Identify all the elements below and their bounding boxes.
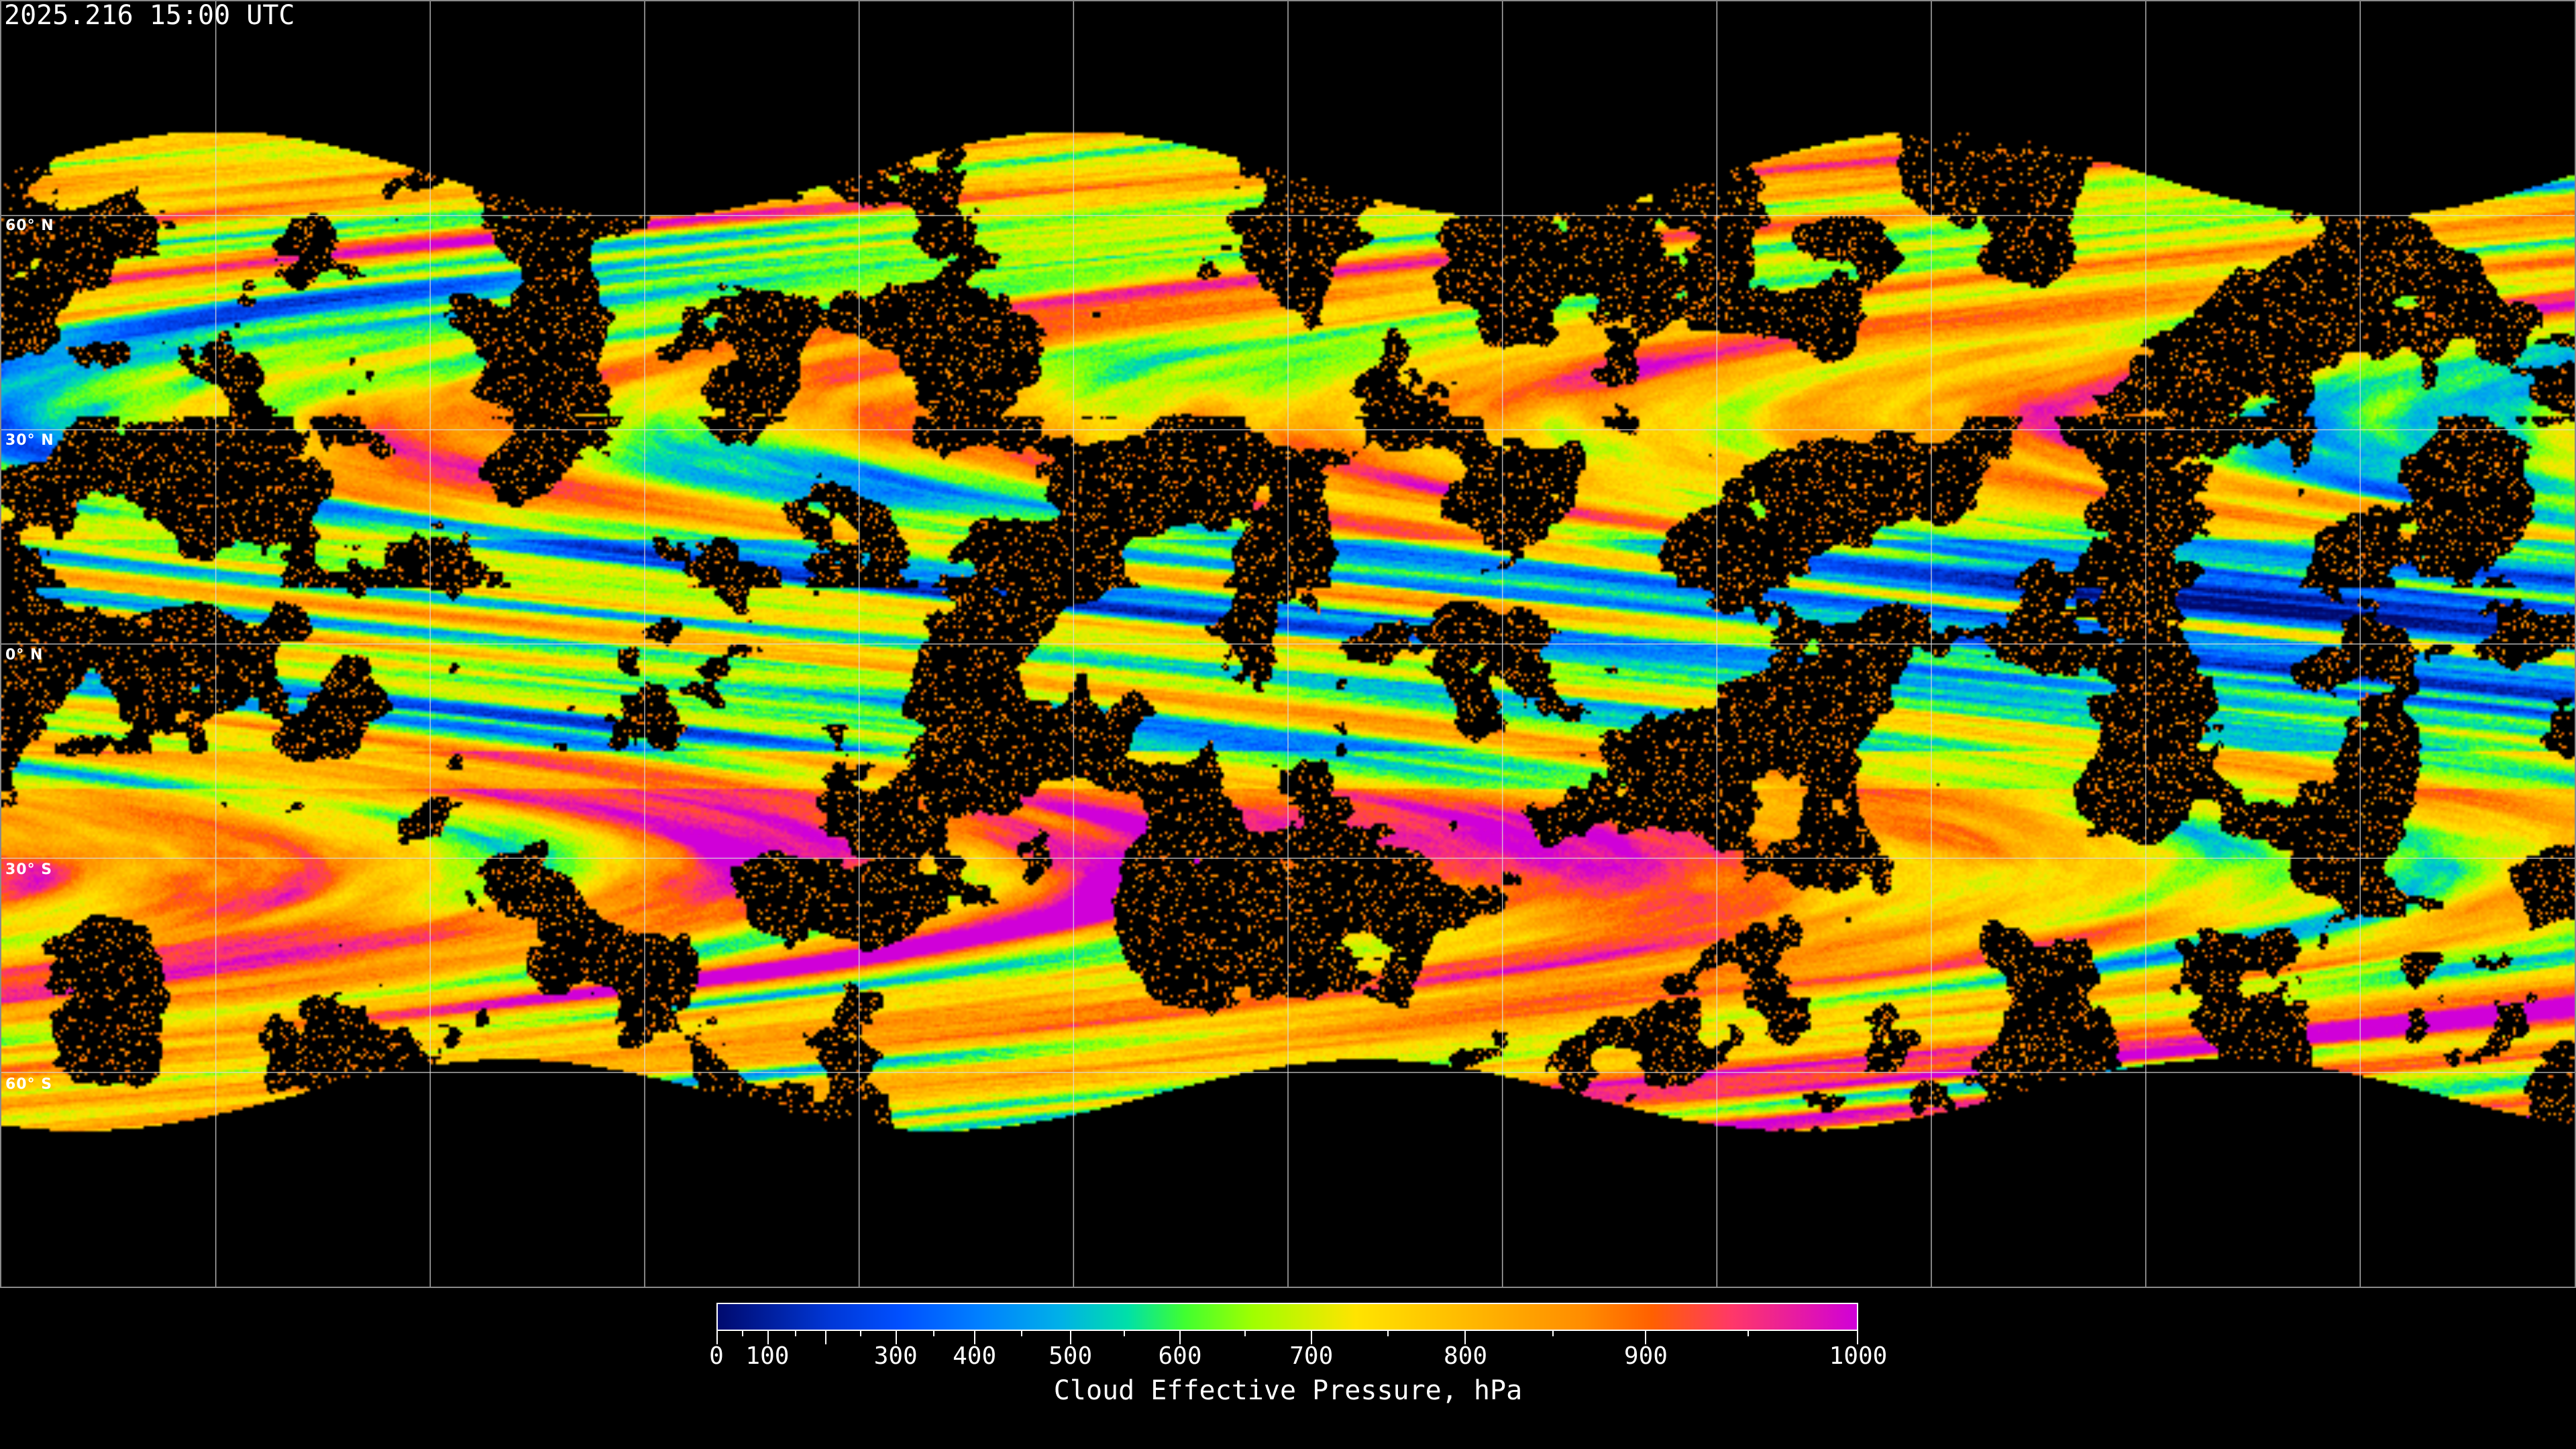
lat-label-60s: 60° S: [5, 1076, 53, 1093]
colorbar-major-tick: [974, 1331, 976, 1344]
timestamp: 2025.216 15:00 UTC: [4, 0, 295, 31]
lat-label-30s: 30° S: [5, 861, 53, 878]
colorbar-tick-label: 1000: [1829, 1342, 1888, 1370]
colorbar-minor-tick: [741, 1331, 743, 1336]
colorbar-major-tick: [1857, 1331, 1858, 1344]
colorbar-tick-label: 800: [1443, 1342, 1488, 1370]
colorbar-minor-tick: [860, 1331, 862, 1336]
colorbar-major-tick: [1179, 1331, 1181, 1344]
colorbar-major-tick: [895, 1331, 897, 1344]
colorbar-minor-tick: [933, 1331, 934, 1336]
lat-lon-grid: [1, 1, 2575, 1287]
colorbar-major-tick: [824, 1331, 826, 1344]
colorbar-major-tick: [767, 1331, 769, 1344]
colorbar-tick-label: 900: [1623, 1342, 1668, 1370]
cloud-pressure-map: 60° N 30° N 0° N 30° S 60° S 2025.216 15…: [0, 0, 2576, 1288]
colorbar: [716, 1303, 1858, 1331]
colorbar-tick-label: 500: [1049, 1342, 1093, 1370]
colorbar-tick-label: 100: [745, 1342, 790, 1370]
lat-label-30n: 30° N: [5, 432, 54, 449]
colorbar-title: Cloud Effective Pressure, hPa: [1053, 1375, 1523, 1406]
colorbar-major-tick: [716, 1331, 718, 1344]
colorbar-tick-label: 400: [953, 1342, 997, 1370]
colorbar-minor-tick: [1552, 1331, 1554, 1336]
colorbar-minor-tick: [1747, 1331, 1749, 1336]
colorbar-minor-tick: [795, 1331, 797, 1336]
lat-label-60n: 60° N: [5, 217, 54, 234]
colorbar-tick-label: 600: [1158, 1342, 1202, 1370]
colorbar-tick-label: 300: [873, 1342, 918, 1370]
lat-label-0n: 0° N: [5, 647, 44, 663]
colorbar-major-tick: [1644, 1331, 1646, 1344]
colorbar-minor-tick: [1123, 1331, 1125, 1336]
colorbar-minor-tick: [1387, 1331, 1389, 1336]
colorbar-minor-tick: [1244, 1331, 1246, 1336]
colorbar-tick-label: 700: [1289, 1342, 1334, 1370]
colorbar-major-tick: [1464, 1331, 1466, 1344]
colorbar-ticks: [716, 1331, 1858, 1346]
colorbar-minor-tick: [1020, 1331, 1022, 1336]
colorbar-major-tick: [1310, 1331, 1312, 1344]
colorbar-tick-label: 0: [709, 1342, 724, 1370]
colorbar-major-tick: [1070, 1331, 1071, 1344]
